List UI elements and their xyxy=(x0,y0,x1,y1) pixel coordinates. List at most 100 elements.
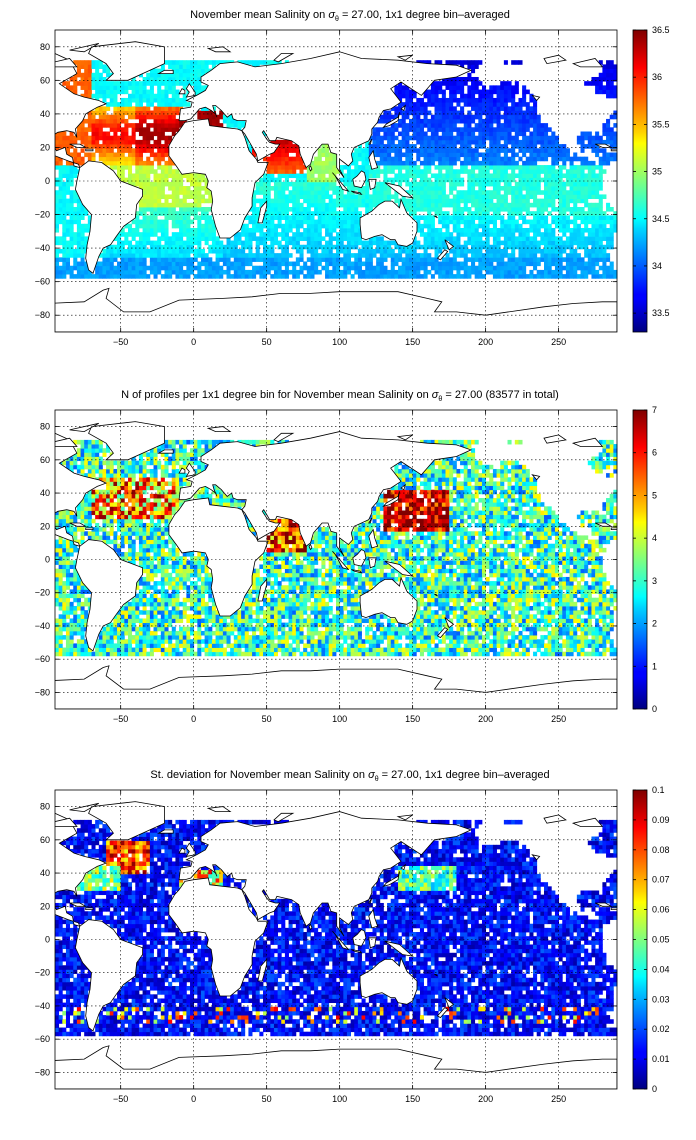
data-cell xyxy=(343,177,348,183)
data-cell xyxy=(441,152,446,158)
data-cell xyxy=(273,60,279,65)
data-cell xyxy=(412,165,417,170)
data-cell xyxy=(591,202,596,208)
data-cell xyxy=(423,118,428,124)
data-cell xyxy=(576,240,581,246)
data-cell xyxy=(273,211,279,216)
data-cell xyxy=(463,148,468,153)
data-cell xyxy=(73,135,78,141)
data-cell xyxy=(80,64,85,69)
data-cell xyxy=(416,148,421,153)
data-cell xyxy=(489,269,494,275)
data-cell xyxy=(456,202,461,208)
data-cell xyxy=(606,202,611,208)
data-cell xyxy=(317,232,322,237)
data-cell xyxy=(182,223,187,229)
data-cell xyxy=(73,190,78,195)
data-cell xyxy=(233,265,238,271)
data-cell xyxy=(452,97,457,103)
data-cell xyxy=(65,85,70,90)
data-cell xyxy=(496,265,501,271)
data-cell xyxy=(584,165,589,170)
data-cell xyxy=(471,211,476,216)
data-cell xyxy=(284,248,289,254)
data-cell xyxy=(445,232,450,237)
data-cell xyxy=(587,139,592,145)
data-cell xyxy=(427,156,432,162)
data-cell xyxy=(58,265,63,271)
data-cell xyxy=(168,211,173,216)
data-cell xyxy=(55,190,60,195)
data-cell xyxy=(562,219,567,225)
data-cell xyxy=(533,223,538,229)
data-cell xyxy=(540,223,545,229)
data-cell xyxy=(394,110,399,116)
data-cell xyxy=(478,97,483,103)
data-cell xyxy=(273,274,279,279)
data-cell xyxy=(427,97,432,103)
data-cell xyxy=(95,144,100,149)
data-cell xyxy=(427,190,432,195)
data-cell xyxy=(138,223,143,229)
data-cell xyxy=(149,227,154,233)
data-cell xyxy=(412,169,417,174)
data-cell xyxy=(602,269,607,275)
data-cell xyxy=(149,123,154,128)
data-cell xyxy=(463,123,468,128)
data-cell xyxy=(339,215,344,220)
data-cell xyxy=(157,265,162,271)
data-cell xyxy=(427,257,432,262)
data-cell xyxy=(412,240,417,246)
data-cell xyxy=(146,76,151,82)
data-cell xyxy=(321,144,326,149)
data-cell xyxy=(284,261,289,267)
data-cell xyxy=(113,110,118,116)
data-cell xyxy=(204,64,209,69)
data-cell xyxy=(168,81,173,86)
data-cell xyxy=(606,60,611,65)
data-cell xyxy=(292,144,297,149)
data-cell xyxy=(288,198,293,204)
data-cell xyxy=(536,269,541,275)
data-cell xyxy=(503,207,508,212)
data-cell xyxy=(76,253,81,258)
data-cell xyxy=(325,274,330,279)
data-cell xyxy=(266,257,271,262)
data-cell xyxy=(306,194,311,200)
data-cell xyxy=(591,265,596,271)
data-cell xyxy=(292,240,297,246)
data-cell xyxy=(419,173,424,179)
data-cell xyxy=(518,253,523,258)
data-cell xyxy=(540,253,545,258)
data-cell xyxy=(573,198,578,204)
data-cell xyxy=(602,139,607,145)
data-cell xyxy=(292,232,297,237)
data-cell xyxy=(441,135,446,141)
data-cell xyxy=(186,177,191,183)
data-cell xyxy=(168,215,173,220)
data-cell xyxy=(496,261,501,267)
data-cell xyxy=(452,123,457,128)
data-cell xyxy=(496,160,501,166)
data-cell xyxy=(591,240,596,246)
data-cell xyxy=(536,131,541,137)
land-polygon xyxy=(436,249,449,261)
data-cell xyxy=(368,198,373,204)
data-cell xyxy=(288,194,293,200)
data-cell xyxy=(69,165,74,170)
data-cell xyxy=(160,194,165,200)
data-cell xyxy=(131,219,136,225)
data-cell xyxy=(379,248,384,254)
data-cell xyxy=(65,148,70,153)
data-cell xyxy=(160,118,165,124)
data-cell xyxy=(507,110,512,116)
data-cell xyxy=(485,265,490,271)
data-cell xyxy=(252,232,257,237)
data-cell xyxy=(449,139,454,145)
data-cell xyxy=(55,651,60,657)
data-cell xyxy=(336,186,341,191)
data-cell xyxy=(120,85,125,90)
data-cell xyxy=(263,274,268,279)
data-cell xyxy=(120,265,125,271)
data-cell xyxy=(142,110,147,116)
